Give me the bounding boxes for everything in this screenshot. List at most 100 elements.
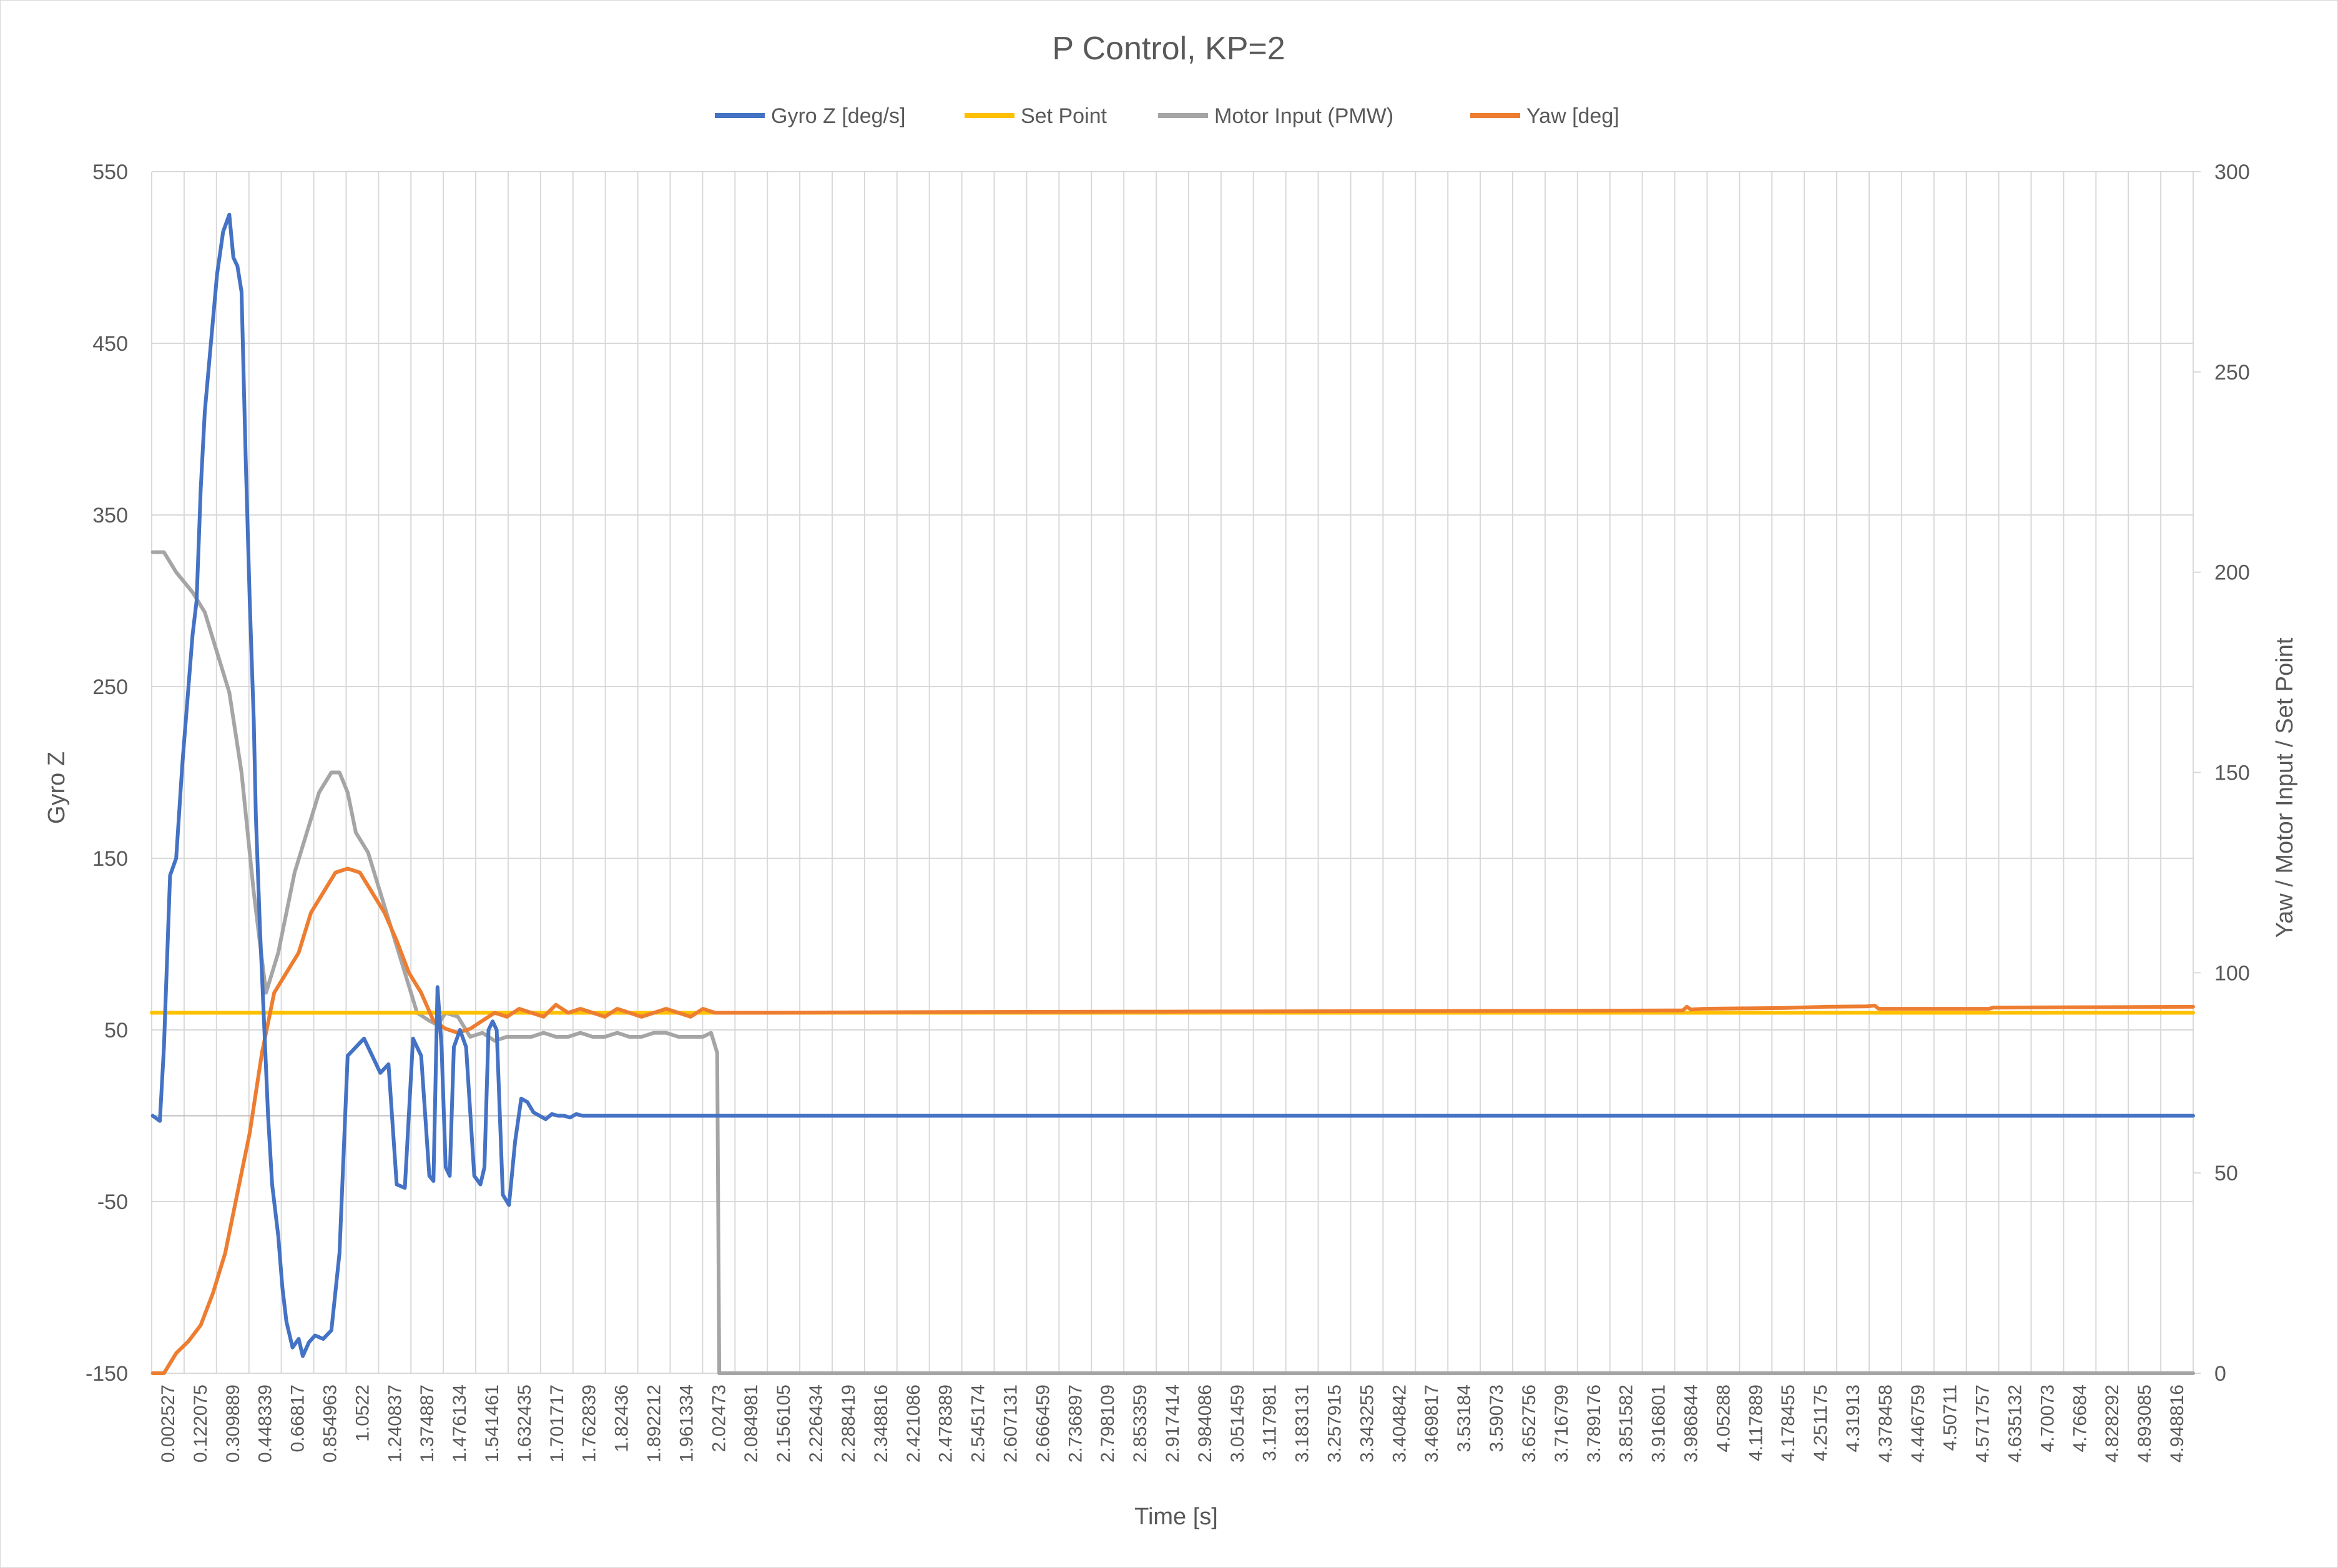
- x-tick-label: 1.374887: [417, 1384, 438, 1463]
- legend-label-setpoint: Set Point: [1021, 104, 1108, 128]
- x-tick-label: 4.378458: [1875, 1384, 1896, 1463]
- x-tick-label: 2.084981: [741, 1384, 762, 1463]
- x-tick-label: 3.117981: [1260, 1384, 1280, 1461]
- y-right-tick-label: 100: [2214, 961, 2250, 985]
- x-tick-label: 4.635132: [2005, 1384, 2026, 1463]
- y-left-tick-label: 550: [92, 160, 128, 184]
- x-tick-label: 4.828292: [2102, 1384, 2123, 1463]
- series-line-gyro-z: [150, 212, 2195, 1358]
- y-left-axis: 550 450 350 250 150 50 -50 -150: [86, 160, 128, 1386]
- x-tick-label: 3.183131: [1292, 1384, 1313, 1463]
- x-tick-label: 2.288419: [838, 1384, 859, 1463]
- x-axis-title: Time [s]: [1134, 1504, 1218, 1530]
- x-tick-label: 1.762839: [579, 1384, 600, 1463]
- y-left-tick-label: 150: [92, 847, 128, 871]
- x-tick-label: 3.257915: [1325, 1384, 1345, 1463]
- x-tick-label: 1.476134: [449, 1384, 470, 1463]
- x-tick-label: 4.571757: [1973, 1384, 1993, 1463]
- x-tick-label: 3.53184: [1454, 1384, 1475, 1452]
- y-right-tick-label: 300: [2214, 160, 2250, 184]
- y-left-tick-label: 250: [92, 675, 128, 699]
- x-tick-label: 4.117889: [1746, 1384, 1766, 1461]
- legend-item-gyro: Gyro Z [deg/s]: [715, 104, 905, 128]
- plot-area: [150, 212, 2195, 1375]
- x-tick-label: 0.002527: [158, 1384, 179, 1463]
- legend-label-yaw: Yaw [deg]: [1526, 104, 1619, 128]
- x-tick-label: 3.652756: [1519, 1384, 1540, 1463]
- y-right-axis-title: Yaw / Motor Input / Set Point: [2272, 637, 2298, 938]
- x-tick-label: 2.348816: [871, 1384, 891, 1463]
- x-tick-label: 4.446759: [1908, 1384, 1928, 1463]
- x-tick-label: 4.31913: [1843, 1384, 1864, 1452]
- series-line-motor-input: [150, 550, 2195, 1375]
- x-tick-label: 2.02473: [709, 1384, 729, 1452]
- x-tick-label: 0.309889: [223, 1384, 243, 1463]
- x-tick-label: 3.789176: [1584, 1384, 1604, 1463]
- y-right-tick-label: 150: [2214, 762, 2250, 785]
- x-tick-label: 1.240837: [385, 1384, 405, 1463]
- y-right-tick-label: 50: [2214, 1162, 2238, 1185]
- x-tick-label: 4.76684: [2070, 1384, 2090, 1452]
- legend-item-setpoint: Set Point: [965, 104, 1108, 128]
- legend-label-gyro: Gyro Z [deg/s]: [771, 104, 905, 128]
- x-tick-label: 0.448339: [255, 1384, 276, 1463]
- x-tick-label: 2.666459: [1033, 1384, 1053, 1463]
- y-left-tick-label: 350: [92, 504, 128, 527]
- x-tick-label: 1.82436: [612, 1384, 632, 1452]
- y-right-tick-label: 0: [2214, 1362, 2226, 1386]
- x-tick-label: 3.916801: [1649, 1384, 1669, 1463]
- x-tick-label: 3.404842: [1389, 1384, 1410, 1463]
- x-tick-label: 0.854963: [320, 1384, 340, 1463]
- x-tick-label: 2.984086: [1195, 1384, 1216, 1463]
- x-tick-label: 2.917414: [1162, 1384, 1183, 1463]
- x-tick-label: 3.343255: [1357, 1384, 1377, 1463]
- x-tick-label: 3.716799: [1551, 1384, 1572, 1463]
- series-line-yaw: [150, 866, 2195, 1375]
- y-left-axis-title: Gyro Z: [44, 752, 70, 824]
- x-tick-label: 4.948816: [2167, 1384, 2188, 1463]
- x-tick-label: 4.70073: [2037, 1384, 2058, 1452]
- y-left-tick-label: -50: [97, 1190, 128, 1214]
- x-tick-label: 2.421086: [903, 1384, 924, 1463]
- x-tick-label: 2.226434: [806, 1384, 827, 1463]
- x-tick-label: 2.478389: [936, 1384, 956, 1463]
- x-tick-label: 4.251175: [1810, 1384, 1831, 1461]
- y-right-tick-label: 250: [2214, 361, 2250, 385]
- legend-item-yaw: Yaw [deg]: [1470, 104, 1619, 128]
- x-tick-label: 0.122075: [190, 1384, 211, 1463]
- x-tick-label: 4.05288: [1713, 1384, 1734, 1452]
- legend-label-motor: Motor Input (PMW): [1214, 104, 1393, 128]
- x-tick-label: 2.798109: [1098, 1384, 1118, 1463]
- chart-title: P Control, KP=2: [1052, 31, 1285, 67]
- x-tick-label: 1.701717: [547, 1384, 567, 1463]
- legend-item-motor: Motor Input (PMW): [1158, 104, 1393, 128]
- y-left-tick-label: 450: [92, 332, 128, 356]
- y-right-axis: 300 250 200 150 100 50 0: [2193, 160, 2250, 1386]
- x-tick-label: 1.961334: [676, 1384, 697, 1463]
- x-tick-label: 3.469817: [1422, 1384, 1442, 1463]
- x-tick-label: 3.986844: [1681, 1384, 1701, 1463]
- x-tick-label: 2.545174: [968, 1384, 989, 1463]
- y-left-tick-label: -150: [86, 1362, 128, 1386]
- y-right-tick-label: 200: [2214, 561, 2250, 585]
- x-tick-label: 3.851582: [1616, 1384, 1637, 1463]
- y-left-tick-label: 50: [104, 1019, 128, 1042]
- x-tick-label: 2.853359: [1130, 1384, 1151, 1463]
- x-tick-label: 4.50711: [1940, 1384, 1961, 1451]
- x-tick-label: 1.892212: [644, 1384, 665, 1463]
- x-tick-label: 1.541461: [482, 1384, 503, 1463]
- x-tick-label: 2.156105: [774, 1384, 794, 1463]
- legend: Gyro Z [deg/s] Set Point Motor Input (PM…: [715, 104, 1619, 128]
- x-tick-label: 3.59073: [1486, 1384, 1507, 1452]
- x-tick-label: 1.0522: [352, 1384, 373, 1442]
- x-tick-label: 4.893085: [2134, 1384, 2155, 1463]
- x-tick-label: 1.632435: [514, 1384, 535, 1463]
- x-tick-label: 4.178455: [1778, 1384, 1799, 1463]
- x-tick-label: 2.607131: [1000, 1384, 1021, 1463]
- x-tick-label: 0.66817: [288, 1384, 308, 1452]
- x-tick-label: 3.051459: [1227, 1384, 1248, 1463]
- x-axis: 0.002527 0.122075 0.309889 0.448339 0.66817 0…: [158, 1384, 2188, 1463]
- x-tick-label: 2.736897: [1065, 1384, 1086, 1463]
- gridlines: [151, 171, 2194, 1374]
